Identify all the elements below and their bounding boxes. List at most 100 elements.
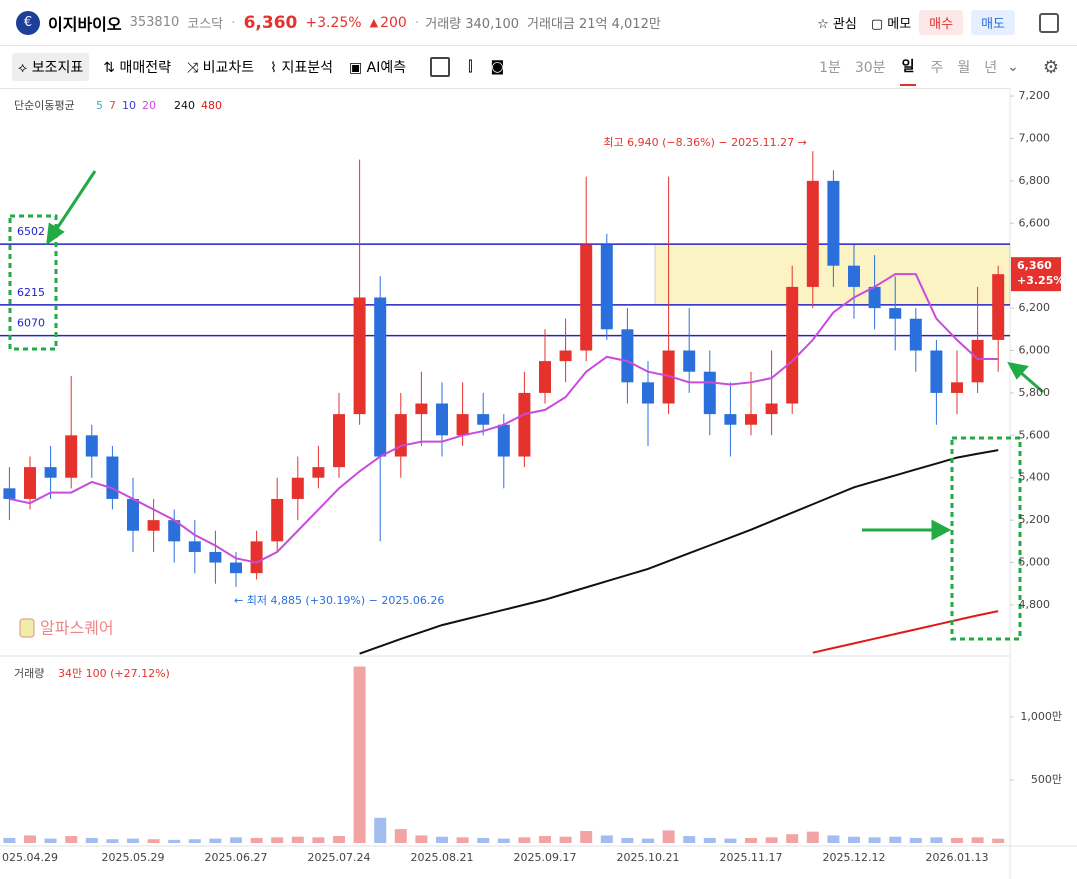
volume-bar (333, 836, 345, 843)
candle-body (600, 244, 613, 330)
ma-line (812, 610, 999, 654)
x-tick-label: 2025.11.17 (720, 851, 783, 864)
volume-bar (703, 837, 716, 843)
watch-label: 관심 (832, 17, 857, 32)
tool[interactable]: ⟡ 보조지표 (12, 53, 90, 81)
y-tick-label: 6,200 (1019, 301, 1051, 314)
candle-body (333, 414, 345, 468)
candle-body (291, 477, 304, 499)
candle-body (971, 339, 984, 383)
tool[interactable]: ⤨ 비교차트 (186, 60, 255, 76)
tool-label: 보조지표 (31, 60, 84, 76)
volume-bar (477, 837, 490, 843)
x-tick-label: 2026.01.13 (926, 851, 989, 864)
volume-bar (539, 836, 551, 843)
candle-body (415, 403, 428, 415)
volume-bar (745, 837, 757, 843)
candle-body (436, 403, 448, 436)
x-tick-label: 2025.12.12 (823, 851, 886, 864)
watch-button[interactable]: ☆ 관심 (817, 17, 857, 32)
period[interactable]: 월 (957, 60, 971, 76)
y-tick-label: 5,400 (1019, 471, 1051, 484)
watermark: 알파스퀘어 (40, 619, 114, 638)
price-tag (1011, 257, 1061, 292)
settings[interactable]: ⚙ (1042, 56, 1059, 78)
price-tag-change: +3.25% (1017, 274, 1064, 287)
change-amount: 200 (380, 14, 407, 31)
volume-bar (3, 837, 16, 843)
watermark-icon (19, 618, 35, 638)
candle-body (580, 244, 593, 351)
level-label: 6070 (17, 317, 45, 330)
period[interactable]: 30분 (854, 60, 886, 76)
arrows (46, 170, 1044, 541)
candle-body (539, 361, 551, 393)
market: 코스닥 (187, 17, 224, 32)
period-active[interactable]: 일 (899, 48, 917, 86)
sell-button[interactable]: 매도 (971, 10, 1015, 35)
highlight-box (8, 214, 58, 351)
volume-bar (806, 831, 819, 843)
volume-bar (971, 837, 984, 843)
candle-body (786, 286, 799, 404)
ma-title: 단순이동평균 (14, 99, 75, 112)
y-tick-label: 5,000 (1019, 556, 1051, 569)
ma-legend: 7 (109, 99, 116, 112)
candle-body (848, 265, 860, 287)
candle-body (806, 180, 819, 287)
y-tick-label: 4,800 (1019, 598, 1051, 611)
candle-body (65, 435, 78, 478)
tool[interactable]: ▣ AI예측 (348, 60, 407, 76)
period-dropdown[interactable]: ⌄ (1007, 59, 1019, 75)
tool[interactable]: ⌇ 지표분석 (270, 60, 333, 76)
volume-bar (559, 836, 572, 843)
period[interactable]: 1분 (819, 60, 841, 76)
candle-body (477, 414, 490, 425)
candle-body (518, 392, 531, 457)
candle-body (889, 308, 902, 319)
volume-bar (621, 837, 634, 843)
tool[interactable]: ⇅ 매매전략 (103, 60, 171, 76)
amount-label: 거래대금 21억 4,012만 (527, 17, 661, 32)
candle-body (992, 274, 1005, 340)
tool-camera[interactable]: ◙ (490, 59, 505, 75)
volume-bar (230, 837, 242, 843)
y-tick-label: 6,600 (1019, 216, 1051, 229)
memo-label: 메모 (887, 17, 912, 32)
volume-bar (909, 837, 922, 843)
volume-summary: 34만 100 (+27.12%) (58, 667, 170, 680)
x-tick-label: 2025.08.21 (411, 851, 474, 864)
buy-button[interactable]: 매수 (919, 10, 964, 35)
period[interactable]: 년 (984, 60, 998, 76)
toolbar: ⟡ 보조지표 ⇅ 매매전략 ⤨ 비교차트 ⌇ 지표분석 ▣ AI예측 ⫿ ◙ 1… (0, 46, 1077, 89)
stock-code: 353810 (129, 15, 180, 30)
period[interactable]: 주 (930, 60, 944, 76)
low-note: ← 최저 4,885 (+30.19%) − 2025.06.26 (234, 594, 444, 607)
header: € 이지바이오 353810 코스닥 · 6,360 +3.25% ▲ 200 … (0, 0, 1077, 46)
volume-bar (848, 836, 860, 843)
candle-body (44, 467, 57, 478)
volume-bar (456, 837, 469, 843)
volume-bar (44, 838, 57, 843)
volume-bar (580, 831, 593, 843)
volume-bar (291, 836, 304, 843)
volume-bar (127, 838, 139, 843)
y-tick-label: 5,200 (1019, 513, 1051, 526)
candle-body (683, 350, 696, 372)
volume-bar (85, 837, 98, 843)
tool-candle[interactable]: ⫿ (468, 59, 473, 75)
tool-box[interactable] (430, 57, 451, 77)
memo-button[interactable]: ▢ 메모 (870, 17, 912, 32)
y-tick-label: 5,600 (1019, 428, 1051, 441)
panel-toggle[interactable] (1039, 12, 1059, 33)
y-tick-label: 6,800 (1019, 174, 1051, 187)
volume-bar (271, 837, 284, 843)
y-tick-label: 1,000만 (1020, 710, 1062, 723)
candle-body (85, 435, 98, 457)
volume-bar (518, 837, 531, 843)
candle-body (703, 371, 716, 415)
x-tick-label: 2025.06.27 (205, 851, 268, 864)
volume-bar (662, 830, 675, 843)
price-tag-value: 6,360 (1017, 259, 1052, 272)
